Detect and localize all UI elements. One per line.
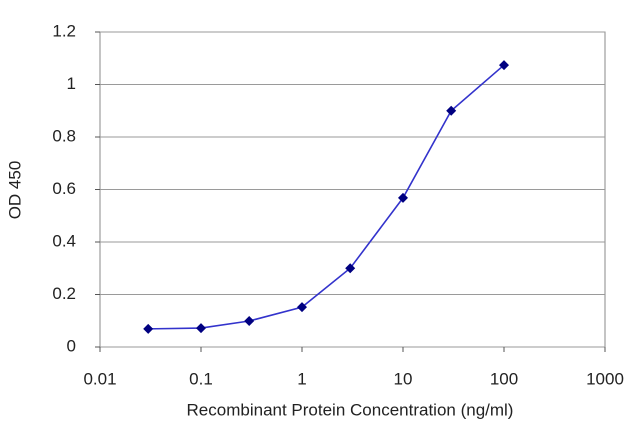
y-tick-label: 1.2 (52, 21, 76, 40)
y-tick-label: 0.8 (52, 126, 76, 145)
x-tick-label: 10 (394, 369, 413, 388)
x-tick-label: 1 (297, 369, 306, 388)
y-tick-label: 1 (67, 74, 76, 93)
x-tick-label: 0.01 (83, 369, 116, 388)
data-point (398, 192, 408, 203)
data-point (499, 60, 509, 71)
y-tick-label: 0.4 (52, 231, 76, 250)
data-point (196, 323, 206, 334)
y-axis-label: OD 450 (5, 161, 24, 220)
series-line (148, 64, 505, 330)
x-tick-label: 100 (490, 369, 518, 388)
y-tick-label: 0.6 (52, 179, 76, 198)
data-point (297, 302, 307, 313)
data-point (345, 263, 356, 274)
data-point (244, 316, 255, 327)
y-tick-label: 0 (67, 336, 76, 355)
data-point (446, 105, 457, 116)
x-tick-label: 1000 (586, 369, 624, 388)
x-tick-label: 0.1 (189, 369, 213, 388)
x-axis-label: Recombinant Protein Concentration (ng/ml… (187, 400, 514, 419)
y-tick-label: 0.2 (52, 284, 76, 303)
data-point (143, 323, 154, 334)
